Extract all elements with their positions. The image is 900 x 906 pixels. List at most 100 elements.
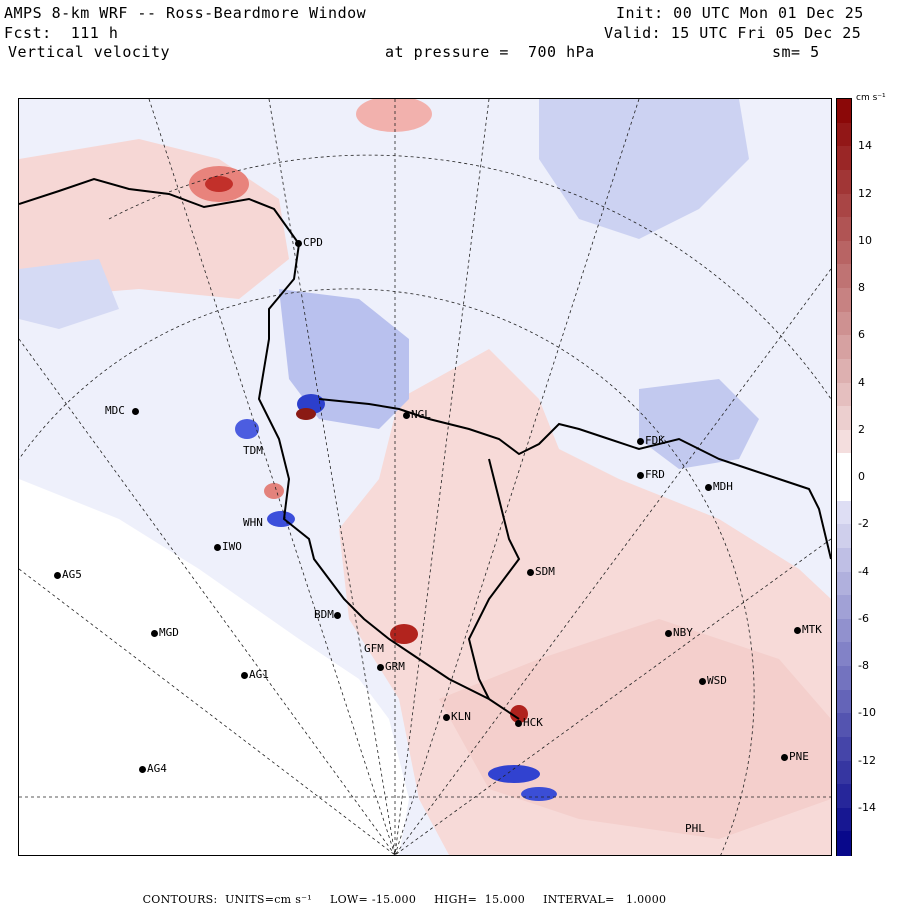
colorbar-cell	[837, 358, 851, 383]
footer-contour-info: CONTOURS: UNITS=cm s⁻¹ LOW= -15.000 HIGH= …	[135, 880, 684, 906]
station-mtk[interactable]: MTK	[794, 624, 822, 635]
colorbar-tick-label: 0	[858, 470, 865, 483]
colorbar-tick-label: -2	[858, 517, 869, 531]
colorbar-tick-label: -14	[858, 800, 876, 814]
colorbar-cell	[837, 288, 851, 313]
station-mdc[interactable]: MDC	[105, 405, 140, 416]
station-nby[interactable]: NBY	[665, 627, 693, 638]
colorbar-cell	[837, 193, 851, 218]
colorbar-cell	[837, 500, 851, 525]
smoothing: sm= 5	[772, 43, 820, 61]
cell-neg-b	[235, 419, 259, 439]
colorbar-cell	[837, 122, 851, 147]
station-ag4[interactable]: AG4	[139, 763, 167, 774]
colorbar-cell	[837, 311, 851, 336]
colorbar-cell	[837, 524, 851, 549]
colorbar-cell	[837, 666, 851, 691]
negative-region-center	[279, 289, 409, 429]
station-pne[interactable]: PNE	[781, 751, 809, 762]
cell-neg-d	[521, 787, 557, 801]
meridian-8	[19, 338, 396, 855]
colorbar-tick-label: -10	[858, 706, 876, 720]
grounding-line	[318, 398, 831, 560]
cell-pos-top	[356, 99, 432, 132]
forecast-hour: Fcst: 111 h	[4, 24, 119, 42]
map-panel: CPD MDC NGL TDM FDK FRD MDH WHN IWO AG5 …	[18, 98, 832, 856]
colorbar-tick-label: 8	[858, 281, 865, 294]
station-ag5[interactable]: AG5	[54, 569, 82, 580]
station-grm[interactable]: GRM	[377, 661, 405, 672]
colorbar-tick-label: -12	[858, 753, 876, 767]
map-title: AMPS 8-km WRF -- Ross-Beardmore Window	[4, 4, 367, 22]
station-sdm[interactable]: SDM	[527, 566, 555, 577]
colorbar-cell	[837, 618, 851, 643]
pressure-level: at pressure = 700 hPa	[385, 43, 595, 61]
colorbar-cell	[837, 169, 851, 194]
colorbar-cell	[837, 595, 851, 620]
station-ngl[interactable]: NGL	[403, 409, 431, 420]
cell-pos-a	[296, 408, 316, 420]
colorbar-tick-label: -4	[858, 564, 869, 578]
station-hck[interactable]: HCK	[515, 717, 543, 728]
station-whn[interactable]: WHN	[243, 516, 263, 529]
colorbar-cell	[837, 264, 851, 289]
colorbar-tick-label: 4	[858, 375, 865, 389]
colorbar-cell	[837, 807, 851, 832]
init-time: Init: 00 UTC Mon 01 Dec 25	[616, 4, 864, 22]
meridian-4	[394, 99, 490, 855]
colorbar-cell	[837, 736, 851, 761]
vertical-velocity-field	[19, 99, 831, 855]
station-mdh[interactable]: MDH	[705, 481, 733, 492]
colorbar-cell	[837, 689, 851, 714]
station-gfm[interactable]: GFM	[364, 642, 384, 655]
station-mgd[interactable]: MGD	[151, 627, 179, 638]
colorbar-cell	[837, 240, 851, 265]
colorbar-cell	[837, 335, 851, 360]
cell-pos-b	[390, 624, 418, 644]
colorbar-units: cm s⁻¹	[856, 93, 886, 103]
colorbar-tick-label: 10	[858, 233, 872, 247]
colorbar-cell	[837, 429, 851, 454]
colorbar-cell	[837, 406, 851, 431]
meridian-9	[19, 568, 396, 855]
colorbar-tick-label: 12	[858, 186, 872, 200]
station-phl[interactable]: PHL	[685, 822, 705, 835]
negative-region-east	[639, 379, 759, 469]
station-bdm[interactable]: BDM	[314, 609, 342, 620]
meridian-2	[148, 99, 396, 855]
station-frd[interactable]: FRD	[637, 469, 665, 480]
latitude-circle-inner	[19, 288, 755, 855]
negative-region-upper	[539, 99, 749, 239]
station-iwo[interactable]: IWO	[214, 541, 242, 552]
valid-time: Valid: 15 UTC Fri 05 Dec 25	[604, 24, 862, 42]
station-tdm[interactable]: TDM	[243, 444, 263, 457]
colorbar-tick-label: 2	[858, 422, 865, 436]
colorbar-cell	[837, 217, 851, 242]
station-kln[interactable]: KLN	[443, 711, 471, 722]
station-ag1[interactable]: AG1	[241, 669, 269, 680]
colorbar-cell	[837, 477, 851, 502]
colorbar-cell	[837, 547, 851, 572]
graticule	[19, 99, 831, 855]
colorbar-cell	[837, 146, 851, 171]
meridian-5	[394, 99, 640, 855]
colorbar-cell	[837, 99, 851, 124]
colorbar-cell	[837, 642, 851, 667]
colorbar	[836, 98, 852, 856]
colorbar-cell	[837, 382, 851, 407]
station-cpd[interactable]: CPD	[295, 237, 323, 248]
no-data-region	[19, 479, 409, 855]
positive-region-band	[439, 619, 831, 839]
coastline	[19, 177, 520, 720]
variable-name: Vertical velocity	[8, 43, 171, 61]
colorbar-cell	[837, 760, 851, 785]
cell-pos-c	[510, 705, 528, 723]
cell-neg-c	[488, 765, 540, 783]
meridian-6	[394, 268, 831, 855]
colorbar-cell	[837, 571, 851, 596]
station-fdk[interactable]: FDK	[637, 435, 665, 446]
meridian-3	[268, 99, 396, 855]
cell-pos-d	[264, 483, 284, 499]
colorbar-cell	[837, 453, 851, 478]
station-wsd[interactable]: WSD	[699, 675, 727, 686]
